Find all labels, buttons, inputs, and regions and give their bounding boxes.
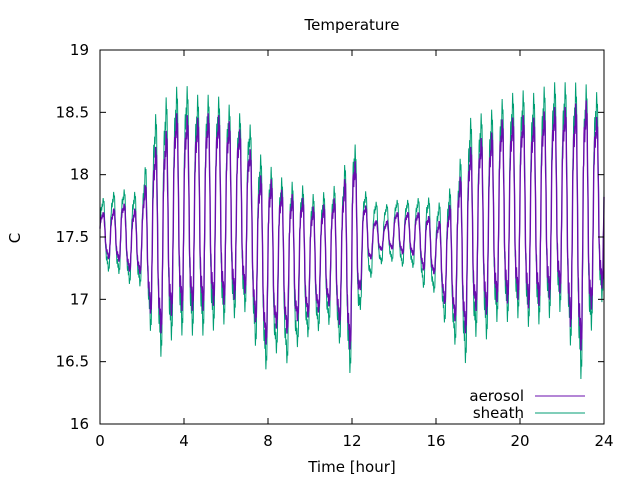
- x-tick-label: 16: [426, 432, 445, 450]
- legend-label-aerosol: aerosol: [469, 387, 524, 405]
- x-tick-label: 8: [263, 432, 273, 450]
- chart-legend: aerosol sheath: [469, 387, 585, 422]
- y-tick-label: 19: [70, 41, 89, 59]
- y-axis: 16 16.5 17 17.5 18 18.5 19: [56, 41, 604, 433]
- series-line-aerosol: [99, 100, 605, 351]
- x-tick-label: 20: [510, 432, 529, 450]
- y-tick-label: 17.5: [56, 228, 89, 246]
- y-axis-label: C: [6, 233, 24, 243]
- y-tick-label: 16.5: [56, 353, 89, 371]
- chart-title: Temperature: [303, 16, 399, 34]
- y-tick-label: 17: [70, 290, 89, 308]
- x-axis-label: Time [hour]: [307, 458, 396, 476]
- x-tick-label: 24: [594, 432, 613, 450]
- y-tick-label: 16: [70, 415, 89, 433]
- x-tick-label: 12: [342, 432, 361, 450]
- x-tick-label: 0: [95, 432, 105, 450]
- x-axis: 0 4 8 12 16 20 24: [95, 50, 614, 450]
- legend-label-sheath: sheath: [473, 404, 524, 422]
- y-tick-label: 18.5: [56, 103, 89, 121]
- y-tick-label: 18: [70, 166, 89, 184]
- x-tick-label: 4: [179, 432, 189, 450]
- series-layer: [99, 82, 605, 379]
